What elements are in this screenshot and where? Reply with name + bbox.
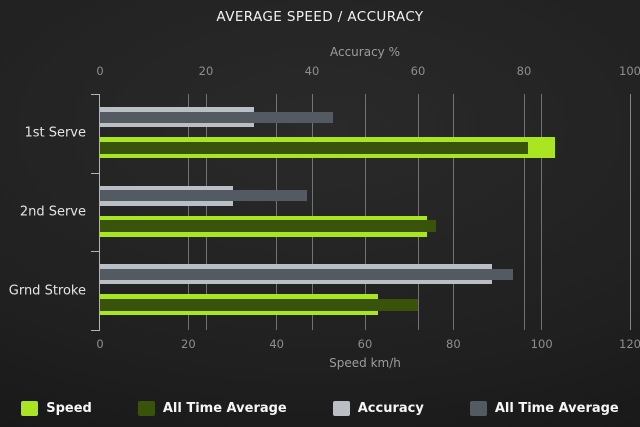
gridline-accuracy-20 — [205, 94, 207, 330]
category-axis-line — [99, 94, 100, 331]
bar-speed-all-time — [100, 220, 436, 233]
bar-accuracy-all-time — [100, 111, 334, 123]
top-tick-40: 40 — [304, 64, 320, 78]
bar-accuracy-all-time — [100, 268, 514, 280]
gridline-speed-60 — [364, 94, 366, 330]
legend-swatch-1 — [21, 400, 39, 416]
bottom-tick-120: 120 — [619, 337, 640, 351]
bottom-axis-label: Speed km/h — [329, 356, 401, 370]
category-label: 2nd Serve — [19, 204, 86, 220]
top-tick-100: 100 — [619, 64, 640, 78]
legend-item-1: Speed — [21, 400, 92, 416]
bottom-tick-40: 40 — [269, 337, 284, 351]
legend-label-2: All Time Average — [162, 400, 287, 416]
top-tick-60: 60 — [410, 64, 426, 78]
category-label: 1st Serve — [24, 125, 86, 141]
legend-swatch-4 — [469, 400, 487, 416]
category-tickmark — [91, 330, 99, 331]
legend-item-2: All Time Average — [137, 400, 287, 416]
gridline-accuracy-40 — [311, 94, 313, 330]
top-tick-0: 0 — [96, 64, 104, 78]
top-axis-label: Accuracy % — [329, 45, 400, 59]
top-tick-20: 20 — [198, 64, 214, 78]
plot-area — [100, 94, 631, 330]
legend-swatch-2 — [137, 400, 155, 416]
legend-label-4: All Time Average — [494, 400, 619, 416]
legend-label-3: Accuracy — [357, 400, 424, 416]
gridline-accuracy-80 — [523, 94, 525, 330]
legend-label-1: Speed — [46, 400, 92, 416]
chart-legend: Speed All Time Average Accuracy All Time Av… — [0, 396, 640, 420]
legend-item-3: Accuracy — [332, 400, 424, 416]
top-tick-80: 80 — [516, 64, 532, 78]
bar-accuracy-all-time — [100, 190, 307, 202]
bottom-tick-60: 60 — [357, 337, 373, 351]
category-label: Grnd Stroke — [8, 283, 86, 299]
gridline-speed-40 — [276, 94, 278, 330]
bottom-tick-100: 100 — [530, 337, 553, 351]
category-tickmark — [91, 94, 99, 95]
legend-swatch-3 — [332, 400, 350, 416]
bottom-tick-80: 80 — [446, 337, 461, 351]
gridline-accuracy-100 — [629, 94, 631, 330]
gridline-speed-20 — [187, 94, 189, 330]
gridline-accuracy-60 — [417, 94, 419, 330]
gridline-speed-100 — [541, 94, 543, 330]
bar-speed-all-time — [100, 141, 529, 154]
bottom-tick-20: 20 — [181, 337, 196, 351]
bar-speed-all-time — [100, 298, 418, 311]
category-tickmark — [91, 172, 99, 174]
category-tickmark — [91, 251, 99, 253]
chart-title: AVERAGE SPEED / ACCURACY — [216, 9, 424, 25]
gridline-speed-80 — [452, 94, 454, 330]
legend-item-4: All Time Average — [469, 400, 619, 416]
bottom-tick-0: 0 — [96, 337, 104, 351]
